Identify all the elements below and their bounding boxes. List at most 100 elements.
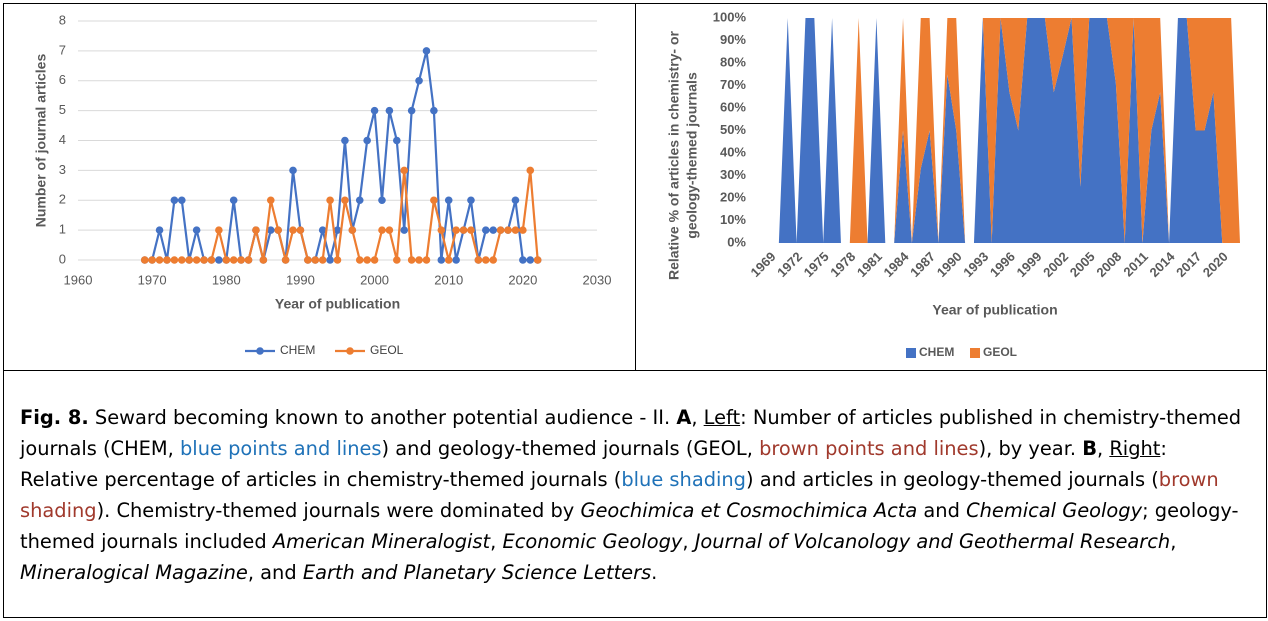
x-tick-label: 1981 (854, 249, 885, 280)
x-tick-label: 1996 (987, 249, 1018, 280)
caption-text: , (691, 406, 704, 429)
data-point (311, 256, 320, 264)
caption-text: Right (1109, 437, 1161, 460)
data-point (526, 166, 535, 175)
y-tick-label: 0 (59, 251, 66, 266)
y-tick-label: 8 (59, 12, 66, 27)
legend-marker (256, 347, 264, 355)
data-point (341, 136, 349, 145)
caption-text: . (651, 561, 658, 584)
x-axis-label: Year of publication (275, 296, 400, 312)
data-point (430, 106, 438, 115)
x-tick-label: 2002 (1040, 249, 1071, 280)
data-point (370, 106, 379, 115)
y-axis-label: geology-themed journals (684, 72, 700, 239)
x-tick-label: 1978 (827, 249, 858, 280)
caption-text: , (490, 530, 503, 553)
data-point (474, 256, 483, 264)
legend-marker (346, 347, 354, 355)
data-point (252, 226, 260, 234)
x-tick-label: 1980 (212, 272, 241, 287)
x-tick-label: 2030 (583, 272, 612, 287)
caption-text: and (917, 499, 967, 522)
y-tick-label: 40% (720, 144, 746, 159)
x-tick-label: 1999 (1014, 249, 1045, 280)
data-point (348, 226, 357, 234)
caption-text: ) and articles in geology-themed journal… (746, 468, 1159, 491)
data-point (481, 226, 490, 234)
data-point (207, 256, 216, 264)
y-tick-label: 7 (59, 42, 66, 57)
data-point (318, 256, 327, 264)
data-point (407, 106, 416, 115)
data-point (437, 256, 446, 264)
x-tick-label: 1970 (138, 272, 167, 287)
data-point (178, 256, 186, 264)
data-point (200, 256, 208, 264)
data-point (452, 256, 460, 264)
data-point (437, 226, 446, 234)
series-area (770, 18, 1240, 243)
data-point (215, 256, 223, 264)
caption-text: Fig. 8. (20, 406, 89, 429)
data-point (140, 256, 149, 264)
x-tick-label: 2020 (508, 272, 537, 287)
data-point (526, 256, 535, 264)
data-point (170, 256, 179, 264)
data-point (444, 196, 453, 205)
y-tick-label: 100% (713, 9, 747, 24)
data-point (326, 196, 334, 205)
caption-text: ), by year. (978, 437, 1083, 460)
caption-text: ) and geology-themed journals (GEOL, (381, 437, 760, 460)
caption-text: , (1097, 437, 1110, 460)
data-point (266, 226, 275, 234)
data-point (519, 256, 527, 264)
data-point (163, 256, 171, 264)
caption-text: ). Chemistry-themed journals were domina… (96, 499, 581, 522)
caption-text: Seward becoming known to another potenti… (88, 406, 677, 429)
data-point (148, 256, 156, 264)
caption-text: , and (247, 561, 303, 584)
legend-label: CHEM (280, 343, 315, 357)
data-point (266, 196, 275, 205)
data-point (444, 256, 453, 264)
y-axis-label: Number of journal articles (33, 54, 49, 228)
data-point (289, 166, 297, 175)
data-point (222, 256, 231, 264)
y-tick-label: 5 (59, 102, 66, 117)
x-tick-label: 1969 (747, 249, 778, 280)
data-point (378, 196, 386, 205)
data-point (407, 256, 416, 264)
x-axis-label: Year of publication (932, 302, 1057, 318)
panel-border (3, 3, 636, 371)
data-point (274, 226, 282, 234)
data-point (370, 256, 379, 264)
data-point (333, 226, 342, 234)
data-point (326, 256, 334, 264)
x-tick-label: 1993 (960, 249, 991, 280)
caption-text: B (1082, 437, 1097, 460)
x-tick-label: 2014 (1147, 248, 1179, 280)
caption: Fig. 8. Seward becoming known to another… (3, 370, 1267, 618)
caption-text: Chemical Geology (966, 499, 1143, 522)
caption-text: Earth and Planetary Science Letters (302, 561, 652, 584)
data-point (400, 166, 409, 175)
data-point (489, 226, 498, 234)
data-point (178, 196, 186, 205)
data-point (229, 196, 238, 205)
y-axis-label: Relative % of articles in chemistry- or (666, 30, 682, 280)
y-tick-label: 3 (59, 162, 66, 177)
legend-label: GEOL (983, 345, 1017, 359)
data-point (155, 256, 164, 264)
data-point (430, 196, 438, 205)
data-point (318, 226, 327, 234)
y-tick-label: 0% (727, 234, 746, 249)
caption-text: Left (703, 406, 741, 429)
data-point (333, 256, 342, 264)
data-point (533, 256, 542, 264)
caption-text: blue points and lines (180, 437, 382, 460)
legend-swatch (906, 348, 916, 358)
data-point (259, 256, 268, 264)
x-tick-label: 1975 (801, 249, 832, 280)
data-point (304, 256, 312, 264)
